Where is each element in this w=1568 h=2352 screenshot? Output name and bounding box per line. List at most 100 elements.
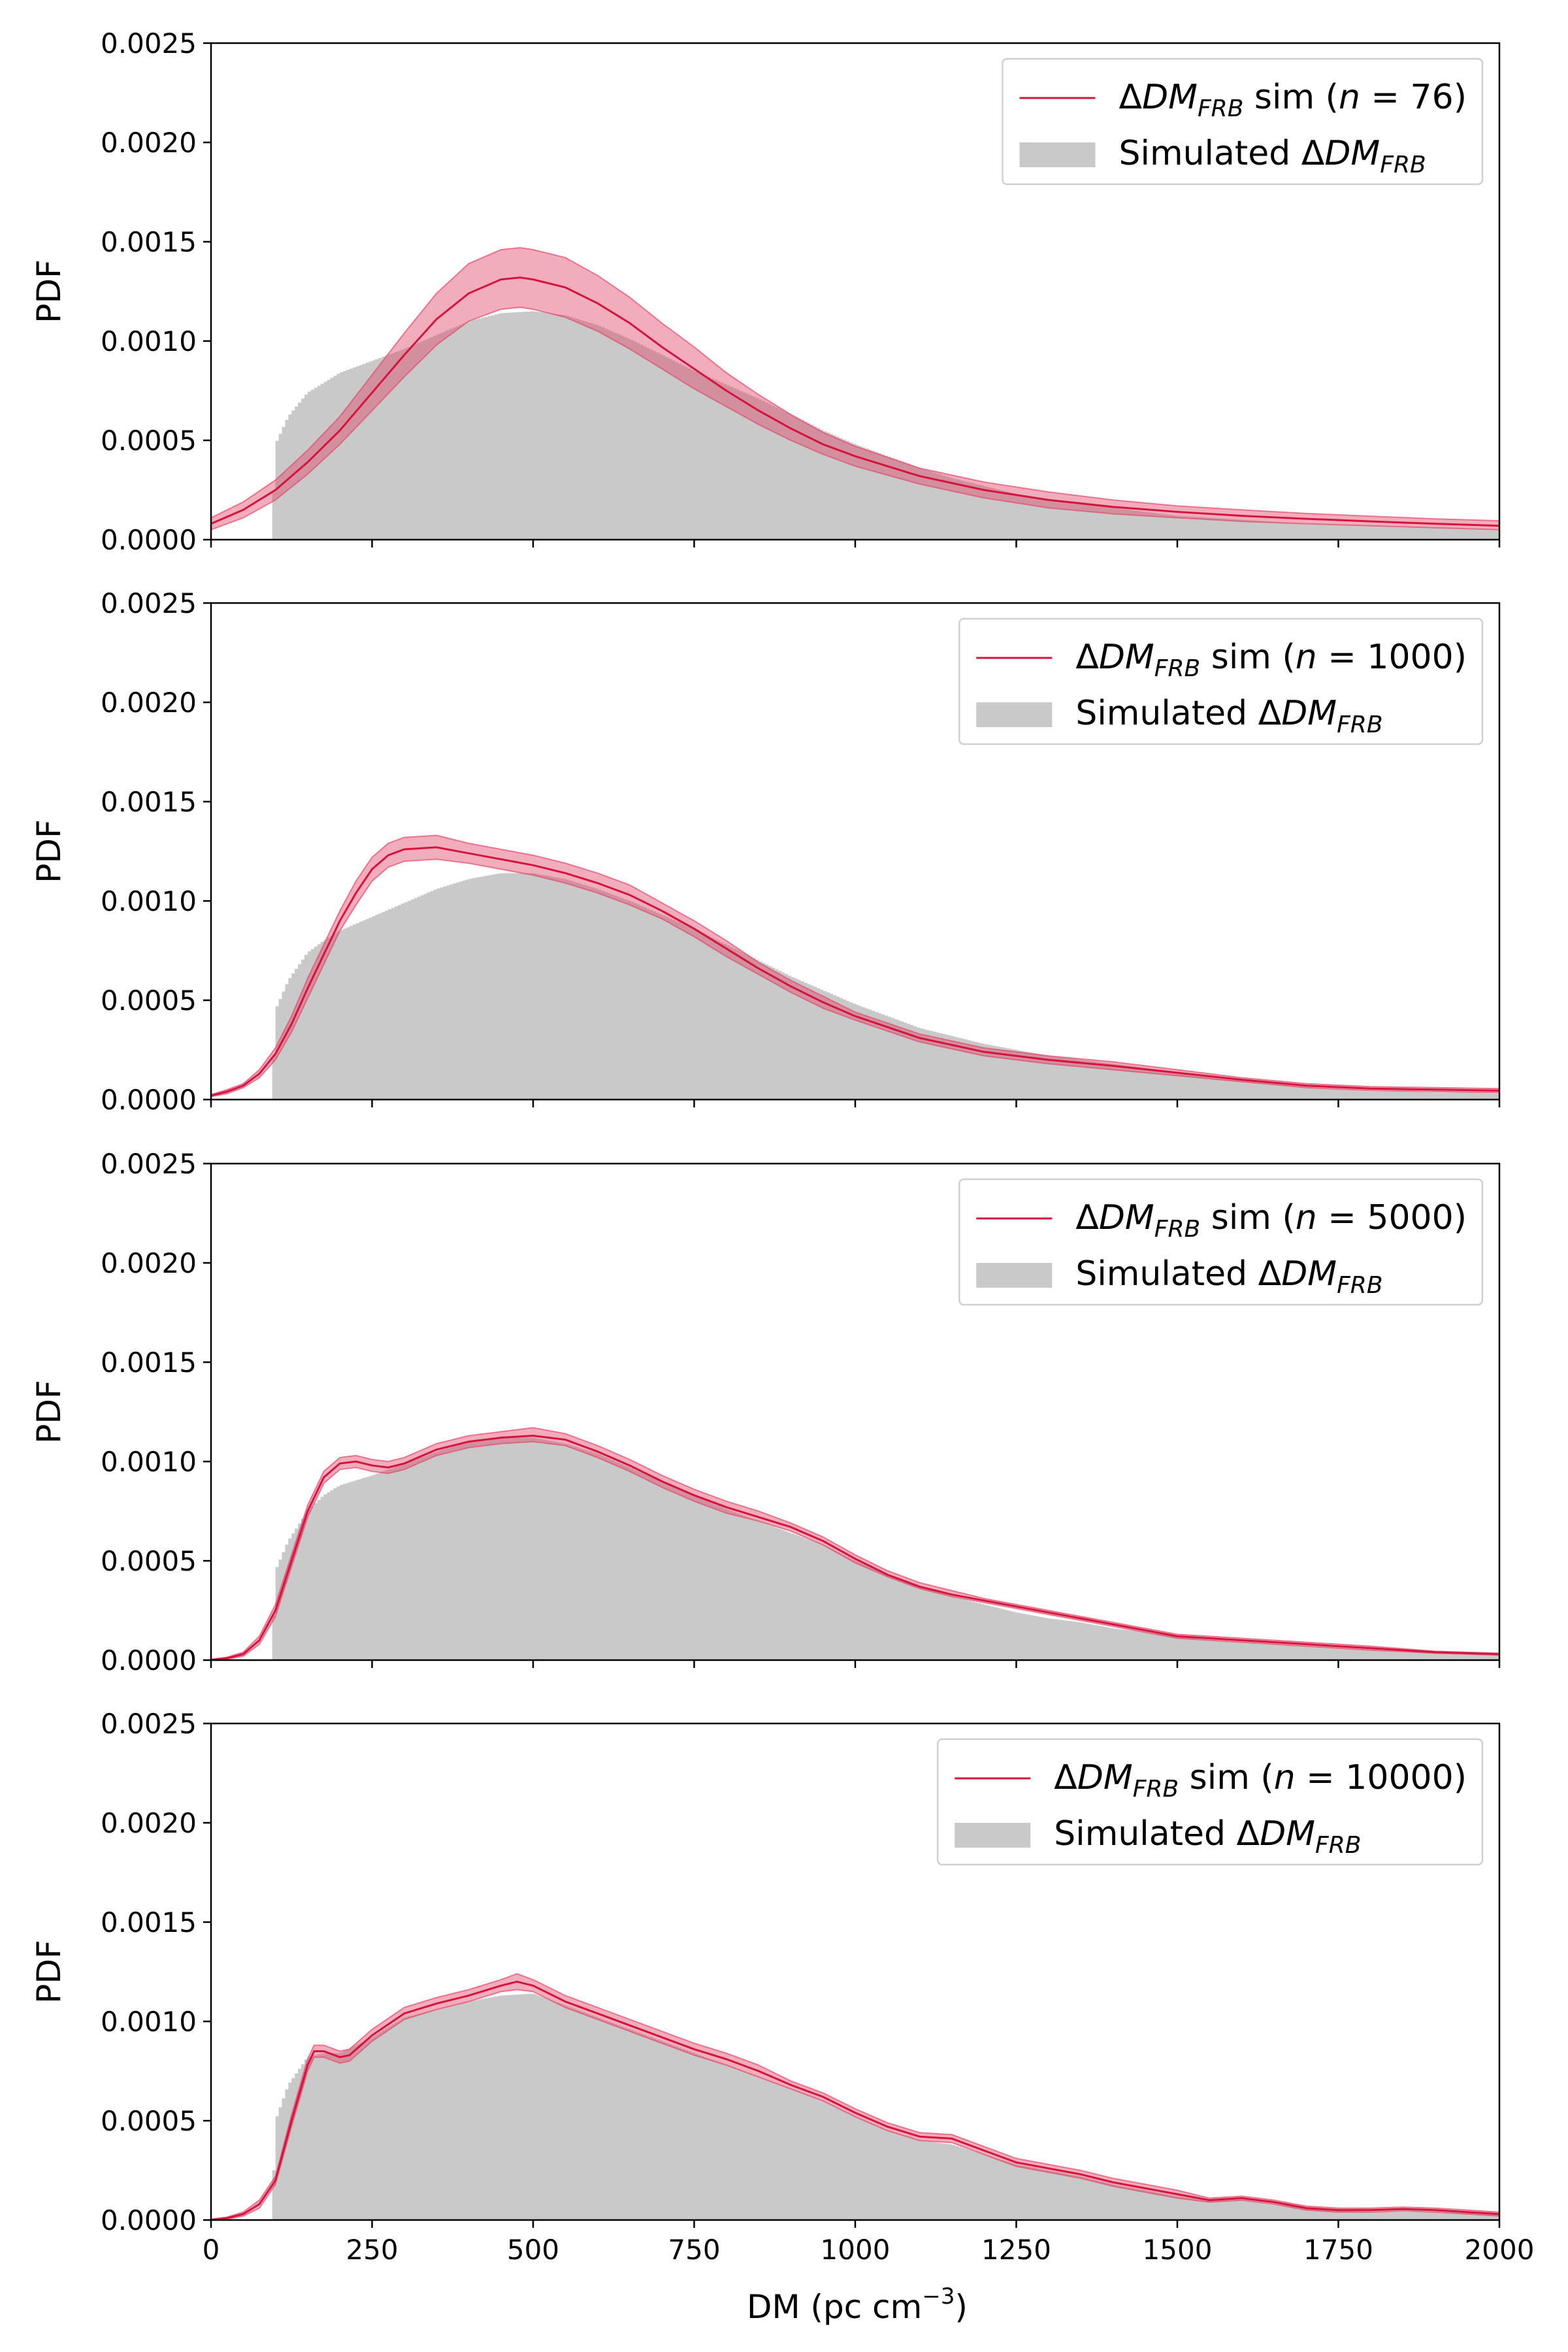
histogram-bar bbox=[632, 1469, 637, 1660]
histogram-bar bbox=[275, 1567, 280, 1660]
histogram-bar bbox=[1248, 2201, 1252, 2220]
histogram-bar bbox=[909, 2138, 914, 2220]
histogram-bar bbox=[436, 1451, 440, 1660]
histogram-bar bbox=[423, 1456, 427, 1660]
histogram-bar bbox=[1264, 2203, 1268, 2220]
histogram-bar bbox=[1477, 1653, 1481, 1660]
histogram-bar bbox=[948, 1595, 953, 1660]
y-tick-label: 0.0000 bbox=[101, 2204, 197, 2236]
histogram-bar bbox=[845, 1000, 849, 1100]
histogram-bar bbox=[804, 2094, 808, 2220]
histogram-bar bbox=[964, 1600, 969, 1660]
histogram-bar bbox=[906, 464, 911, 540]
histogram-bar bbox=[674, 2046, 679, 2220]
legend-dm: DM bbox=[1077, 1758, 1133, 1797]
histogram-bar bbox=[694, 2053, 698, 2220]
histogram-bar bbox=[771, 406, 776, 540]
y-tick-label: 0.0010 bbox=[101, 1446, 197, 1478]
histogram-bar bbox=[1377, 2212, 1381, 2220]
histogram-bar bbox=[719, 1507, 724, 1660]
histogram-bar bbox=[768, 2081, 772, 2220]
histogram-bar bbox=[568, 2007, 572, 2220]
histogram-bar bbox=[462, 880, 466, 1100]
histogram-bar bbox=[1261, 521, 1265, 540]
histogram-bar bbox=[1377, 1650, 1381, 1660]
histogram-bar bbox=[282, 1552, 286, 1660]
histogram-bar bbox=[1473, 1653, 1478, 1660]
histogram-bar bbox=[620, 898, 624, 1100]
histogram-bar bbox=[742, 1515, 746, 1660]
histogram-bar bbox=[1164, 2194, 1168, 2220]
histogram-bar bbox=[1345, 1090, 1348, 1100]
legend-n: n bbox=[1296, 638, 1317, 677]
confidence-band bbox=[211, 247, 1499, 531]
histogram-bar bbox=[1161, 1070, 1165, 1100]
histogram-bar bbox=[575, 882, 579, 1100]
histogram-bar bbox=[1064, 1058, 1068, 1100]
histogram-bar bbox=[468, 320, 472, 540]
histogram-bar bbox=[440, 887, 444, 1100]
legend-dm: DM bbox=[1099, 638, 1154, 677]
histogram-bar bbox=[578, 883, 582, 1100]
histogram-bar bbox=[794, 2091, 798, 2220]
histogram-bar bbox=[684, 367, 689, 540]
histogram-bar bbox=[1264, 521, 1268, 540]
histogram-bar bbox=[1022, 1051, 1026, 1100]
histogram-bar bbox=[665, 357, 669, 540]
histogram-bar bbox=[662, 2042, 666, 2220]
histogram-bar bbox=[1148, 1633, 1152, 1660]
histogram-bar bbox=[1209, 1075, 1213, 1100]
histogram-bar bbox=[700, 1499, 704, 1660]
histogram-bar bbox=[352, 2046, 357, 2220]
histogram-bar bbox=[897, 1578, 901, 1660]
histogram-bar bbox=[1100, 2181, 1104, 2220]
histogram-bar bbox=[1409, 527, 1413, 540]
histogram-bar bbox=[752, 958, 756, 1100]
histogram-bar bbox=[310, 2055, 315, 2220]
histogram-bar bbox=[936, 2142, 939, 2220]
histogram-bar bbox=[1206, 1075, 1210, 1100]
histogram-bar bbox=[1006, 492, 1011, 540]
histogram-bar bbox=[597, 1454, 602, 1660]
legend-line-label: ΔDMFRB sim (n = 5000) bbox=[1075, 1198, 1467, 1243]
histogram-bar bbox=[1328, 1648, 1333, 1660]
histogram-bar bbox=[1029, 497, 1033, 540]
histogram-bar bbox=[530, 1437, 534, 1660]
histogram-bar bbox=[1090, 1624, 1094, 1660]
histogram-bar bbox=[327, 938, 331, 1100]
legend: ΔDMFRB sim (n = 5000)Simulated ΔDMFRB bbox=[958, 1178, 1484, 1306]
histogram-bar bbox=[1477, 529, 1481, 540]
histogram-bar bbox=[1286, 1645, 1291, 1660]
histogram-bar bbox=[1039, 1616, 1043, 1660]
histogram-bar bbox=[1203, 1075, 1207, 1100]
histogram-bar bbox=[1415, 2212, 1420, 2220]
histogram-bar bbox=[1129, 1630, 1133, 1660]
histogram-bar bbox=[1054, 2172, 1059, 2220]
histogram-bar bbox=[1171, 1071, 1175, 1100]
histogram-bar bbox=[1026, 1614, 1030, 1660]
y-tick-label: 0.0015 bbox=[101, 1347, 197, 1379]
histogram-bar bbox=[1393, 2212, 1397, 2220]
histogram-bar bbox=[423, 2012, 427, 2220]
histogram-bar bbox=[691, 928, 695, 1100]
histogram-bar bbox=[275, 1006, 280, 1100]
y-axis-label: PDF bbox=[30, 1380, 68, 1443]
histogram-bar bbox=[1445, 528, 1448, 540]
histogram-bar bbox=[378, 1472, 382, 1660]
histogram-bar bbox=[1280, 2205, 1284, 2220]
histogram-bar bbox=[604, 1457, 608, 1660]
histogram-bar bbox=[607, 2021, 611, 2220]
histogram-bar bbox=[478, 318, 482, 540]
histogram-bar bbox=[1019, 2165, 1023, 2220]
histogram-bar bbox=[1335, 1089, 1339, 1100]
histogram-bar bbox=[397, 905, 402, 1100]
histogram-bar bbox=[1096, 506, 1101, 540]
histogram-bar bbox=[1463, 529, 1468, 540]
histogram-bar bbox=[320, 384, 325, 540]
histogram-bar bbox=[372, 1475, 376, 1660]
histogram-bar bbox=[523, 1437, 527, 1660]
histogram-bar bbox=[1351, 1090, 1355, 1100]
histogram-bar bbox=[500, 1437, 505, 1660]
histogram-bar bbox=[620, 1463, 624, 1660]
